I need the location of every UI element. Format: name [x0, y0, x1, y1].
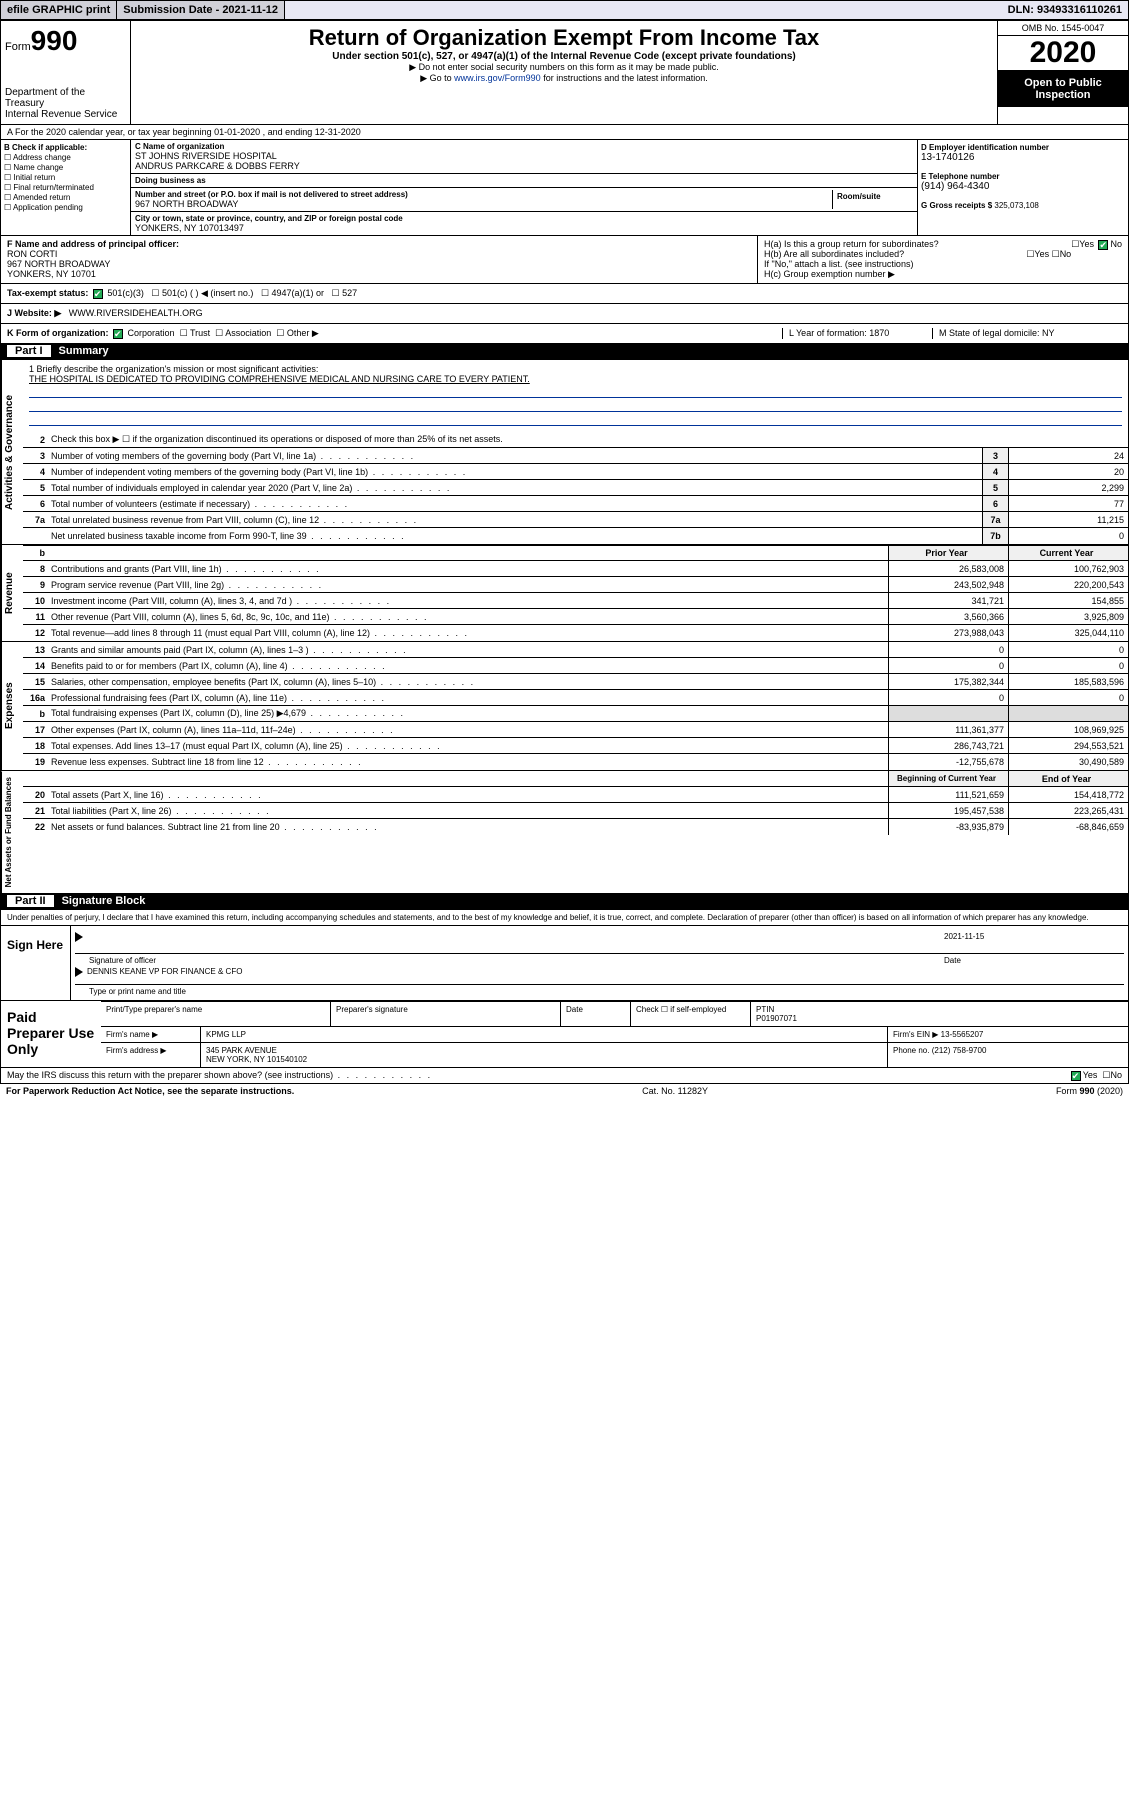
line-5: 5 Total number of individuals employed i… — [23, 480, 1128, 496]
form-number: Form990 — [5, 25, 126, 57]
open-inspection: Open to Public Inspection — [998, 71, 1128, 107]
line-15: 15 Salaries, other compensation, employe… — [23, 674, 1128, 690]
title: Return of Organization Exempt From Incom… — [135, 25, 993, 51]
cat-no: Cat. No. 11282Y — [642, 1086, 708, 1096]
row-j: J Website: ▶ WWW.RIVERSIDEHEALTH.ORG — [1, 303, 1128, 323]
chk-initial[interactable]: ☐ Initial return — [4, 173, 127, 182]
line-7a: 7a Total unrelated business revenue from… — [23, 512, 1128, 528]
year-formation: L Year of formation: 1870 — [782, 328, 932, 339]
line-12: 12 Total revenue—add lines 8 through 11 … — [23, 625, 1128, 641]
line-21: 21 Total liabilities (Part X, line 26) 1… — [23, 803, 1128, 819]
mission: 1 Briefly describe the organization's mi… — [23, 360, 1128, 432]
mission-text: THE HOSPITAL IS DEDICATED TO PROVIDING C… — [29, 374, 1122, 384]
city: YONKERS, NY 107013497 — [135, 223, 913, 233]
firm-phone: Phone no. (212) 758-9700 — [888, 1043, 1128, 1067]
part1-net: Net Assets or Fund Balances Beginning of… — [1, 770, 1128, 893]
officer-sig-name: DENNIS KEANE VP FOR FINANCE & CFO — [87, 968, 242, 977]
sign-here: Sign Here 2021-11-15 Signature of office… — [1, 925, 1128, 1000]
line-7b: Net unrelated business taxable income fr… — [23, 528, 1128, 544]
side-gov: Activities & Governance — [1, 360, 23, 544]
form-body: Form990 Department of the Treasury Inter… — [0, 20, 1129, 1084]
row-i: Tax-exempt status: 501(c)(3) ☐ 501(c) ( … — [1, 283, 1128, 303]
line-11: 11 Other revenue (Part VIII, column (A),… — [23, 609, 1128, 625]
ha-no-check[interactable] — [1098, 240, 1108, 250]
line-16a: 16a Professional fundraising fees (Part … — [23, 690, 1128, 706]
line-8: 8 Contributions and grants (Part VIII, l… — [23, 561, 1128, 577]
discuss-row: May the IRS discuss this return with the… — [1, 1067, 1128, 1083]
firm-ein: Firm's EIN ▶ 13-5565207 — [888, 1027, 1128, 1042]
chk-final[interactable]: ☐ Final return/terminated — [4, 183, 127, 192]
footer: For Paperwork Reduction Act Notice, see … — [0, 1084, 1129, 1098]
submission-date: Submission Date - 2021-11-12 — [117, 1, 285, 19]
part1-hdr: Part ISummary — [1, 343, 1128, 359]
note2: ▶ Go to www.irs.gov/Form990 for instruct… — [135, 73, 993, 84]
501c3-check[interactable] — [93, 289, 103, 299]
line-4: 4 Number of independent voting members o… — [23, 464, 1128, 480]
gross-receipts: 325,073,108 — [994, 201, 1039, 210]
line-14: 14 Benefits paid to or for members (Part… — [23, 658, 1128, 674]
col-c: C Name of organization ST JOHNS RIVERSID… — [131, 140, 918, 235]
header: Form990 Department of the Treasury Inter… — [1, 21, 1128, 124]
part1-rev: Revenue b Prior Year Current Year 8 Cont… — [1, 544, 1128, 641]
paid-preparer: Paid Preparer Use Only Print/Type prepar… — [1, 1000, 1128, 1067]
col-b: B Check if applicable: ☐ Address change … — [1, 140, 131, 235]
street: 967 NORTH BROADWAY — [135, 199, 832, 209]
efile-btn[interactable]: efile GRAPHIC print — [1, 1, 117, 19]
part1-exp: Expenses 13 Grants and similar amounts p… — [1, 641, 1128, 770]
sign-date: 2021-11-15 — [944, 932, 1124, 953]
line-22: 22 Net assets or fund balances. Subtract… — [23, 819, 1128, 835]
irs-link[interactable]: www.irs.gov/Form990 — [454, 73, 541, 83]
phone: (914) 964-4340 — [921, 181, 1125, 192]
firm-name: KPMG LLP — [201, 1027, 888, 1042]
row-a: A For the 2020 calendar year, or tax yea… — [1, 124, 1128, 139]
org-name: ST JOHNS RIVERSIDE HOSPITAL ANDRUS PARKC… — [135, 151, 913, 171]
chk-amended[interactable]: ☐ Amended return — [4, 193, 127, 202]
corp-check[interactable] — [113, 329, 123, 339]
section-bcd: B Check if applicable: ☐ Address change … — [1, 139, 1128, 235]
row-klm: K Form of organization: Corporation ☐ Tr… — [1, 323, 1128, 343]
note1: ▶ Do not enter social security numbers o… — [135, 62, 993, 73]
website: WWW.RIVERSIDEHEALTH.ORG — [69, 308, 203, 318]
subtitle: Under section 501(c), 527, or 4947(a)(1)… — [135, 51, 993, 62]
form-ref: Form 990 (2020) — [1056, 1086, 1123, 1096]
arrow-icon — [75, 932, 83, 942]
part2-hdr: Part IISignature Block — [1, 893, 1128, 909]
side-exp: Expenses — [1, 642, 23, 770]
firm-addr: 345 PARK AVENUE NEW YORK, NY 101540102 — [201, 1043, 888, 1067]
line-13: 13 Grants and similar amounts paid (Part… — [23, 642, 1128, 658]
side-net: Net Assets or Fund Balances — [1, 771, 23, 893]
line-3: 3 Number of voting members of the govern… — [23, 448, 1128, 464]
line-b: b Total fundraising expenses (Part IX, c… — [23, 706, 1128, 722]
chk-name[interactable]: ☐ Name change — [4, 163, 127, 172]
row-fh: F Name and address of principal officer:… — [1, 235, 1128, 283]
state-domicile: M State of legal domicile: NY — [932, 328, 1122, 339]
tax-year: 2020 — [998, 36, 1128, 71]
side-rev: Revenue — [1, 545, 23, 641]
dept: Department of the Treasury Internal Reve… — [5, 87, 126, 120]
chk-pending[interactable]: ☐ Application pending — [4, 203, 127, 212]
line-20: 20 Total assets (Part X, line 16) 111,52… — [23, 787, 1128, 803]
chk-address[interactable]: ☐ Address change — [4, 153, 127, 162]
ptin: PTIN P01907071 — [751, 1002, 1128, 1026]
omb: OMB No. 1545-0047 — [998, 21, 1128, 36]
line-19: 19 Revenue less expenses. Subtract line … — [23, 754, 1128, 770]
arrow-icon — [75, 967, 83, 977]
line-6: 6 Total number of volunteers (estimate i… — [23, 496, 1128, 512]
ein: 13-1740126 — [921, 152, 1125, 163]
line-17: 17 Other expenses (Part IX, column (A), … — [23, 722, 1128, 738]
officer-name: RON CORTI — [7, 249, 57, 259]
col-d: D Employer identification number 13-1740… — [918, 140, 1128, 235]
perjury: Under penalties of perjury, I declare th… — [1, 909, 1128, 925]
line-18: 18 Total expenses. Add lines 13–17 (must… — [23, 738, 1128, 754]
dln: DLN: 93493316110261 — [1002, 1, 1128, 19]
part1-gov: Activities & Governance 1 Briefly descri… — [1, 359, 1128, 544]
line-10: 10 Investment income (Part VIII, column … — [23, 593, 1128, 609]
topbar: efile GRAPHIC print Submission Date - 20… — [0, 0, 1129, 20]
line-9: 9 Program service revenue (Part VIII, li… — [23, 577, 1128, 593]
discuss-yes[interactable] — [1071, 1071, 1081, 1081]
